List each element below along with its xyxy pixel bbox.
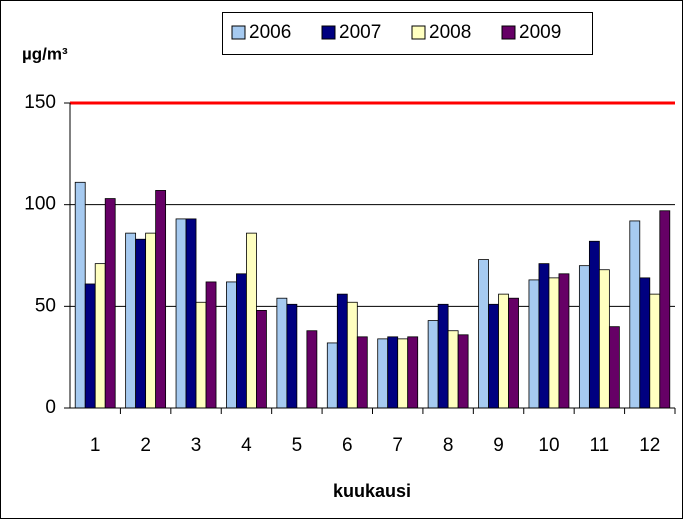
legend-label: 2006 xyxy=(249,22,291,43)
bar xyxy=(286,303,298,409)
bar xyxy=(649,293,661,409)
bar xyxy=(145,232,157,409)
x-tick-label: 10 xyxy=(538,435,559,456)
x-tick-label: 1 xyxy=(90,435,101,456)
bar xyxy=(346,301,358,409)
bar xyxy=(639,277,651,409)
x-tick-label: 11 xyxy=(590,435,610,456)
y-tick-label: 0 xyxy=(45,397,56,418)
x-tick-label: 2 xyxy=(140,435,151,456)
bar xyxy=(135,238,147,409)
legend-swatch xyxy=(411,25,426,40)
bar xyxy=(377,338,389,409)
bar xyxy=(387,336,399,409)
bar xyxy=(246,232,257,409)
x-tick-label: 5 xyxy=(292,435,303,456)
legend-label: 2007 xyxy=(339,22,381,43)
x-axis-label: kuukausi xyxy=(333,481,411,501)
bar xyxy=(659,210,671,409)
bar xyxy=(498,293,509,409)
bar xyxy=(488,303,499,409)
bar xyxy=(185,218,197,409)
bar xyxy=(226,281,237,409)
legend-label: 2008 xyxy=(429,22,471,43)
bar xyxy=(175,218,187,409)
x-tick-label: 6 xyxy=(342,435,353,456)
x-tick-label: 12 xyxy=(639,435,660,456)
bar xyxy=(588,240,600,409)
legend-swatch xyxy=(321,25,336,40)
bar xyxy=(538,263,550,409)
x-tick-label: 4 xyxy=(241,435,252,456)
bar xyxy=(205,281,217,409)
bar xyxy=(397,338,409,409)
legend-swatch xyxy=(231,25,246,40)
bar xyxy=(195,301,207,409)
bar xyxy=(84,283,96,409)
bar xyxy=(578,265,590,409)
bar xyxy=(256,309,267,409)
bar xyxy=(236,273,247,409)
bar xyxy=(447,330,459,409)
bar xyxy=(326,342,338,409)
x-tick-label: 9 xyxy=(493,435,504,456)
y-tick-label: 50 xyxy=(35,295,56,316)
legend-label: 2009 xyxy=(519,22,561,43)
y-axis-label: µg/m³ xyxy=(22,44,68,63)
bar xyxy=(427,320,439,409)
x-tick-label: 7 xyxy=(392,435,403,456)
bar xyxy=(155,190,167,409)
bar xyxy=(598,269,610,409)
bar xyxy=(104,198,116,409)
bar xyxy=(478,259,489,409)
legend-box xyxy=(222,12,593,55)
bar xyxy=(407,336,419,409)
bar xyxy=(437,303,449,409)
legend-swatch xyxy=(501,25,516,40)
bar xyxy=(306,330,318,409)
bar xyxy=(528,279,540,409)
bar xyxy=(94,263,106,409)
bar xyxy=(558,273,570,409)
bar xyxy=(629,220,641,409)
bar xyxy=(336,293,348,409)
y-tick-label: 100 xyxy=(24,194,56,215)
bar xyxy=(508,297,519,409)
bar xyxy=(548,277,560,409)
bar xyxy=(457,334,469,409)
x-tick-label: 3 xyxy=(191,435,202,456)
bar xyxy=(356,336,368,409)
bar xyxy=(608,326,620,409)
bar xyxy=(276,297,288,409)
bar xyxy=(74,181,86,409)
bar xyxy=(125,232,137,409)
x-tick-label: 8 xyxy=(443,435,454,456)
y-tick-label: 150 xyxy=(24,92,56,113)
